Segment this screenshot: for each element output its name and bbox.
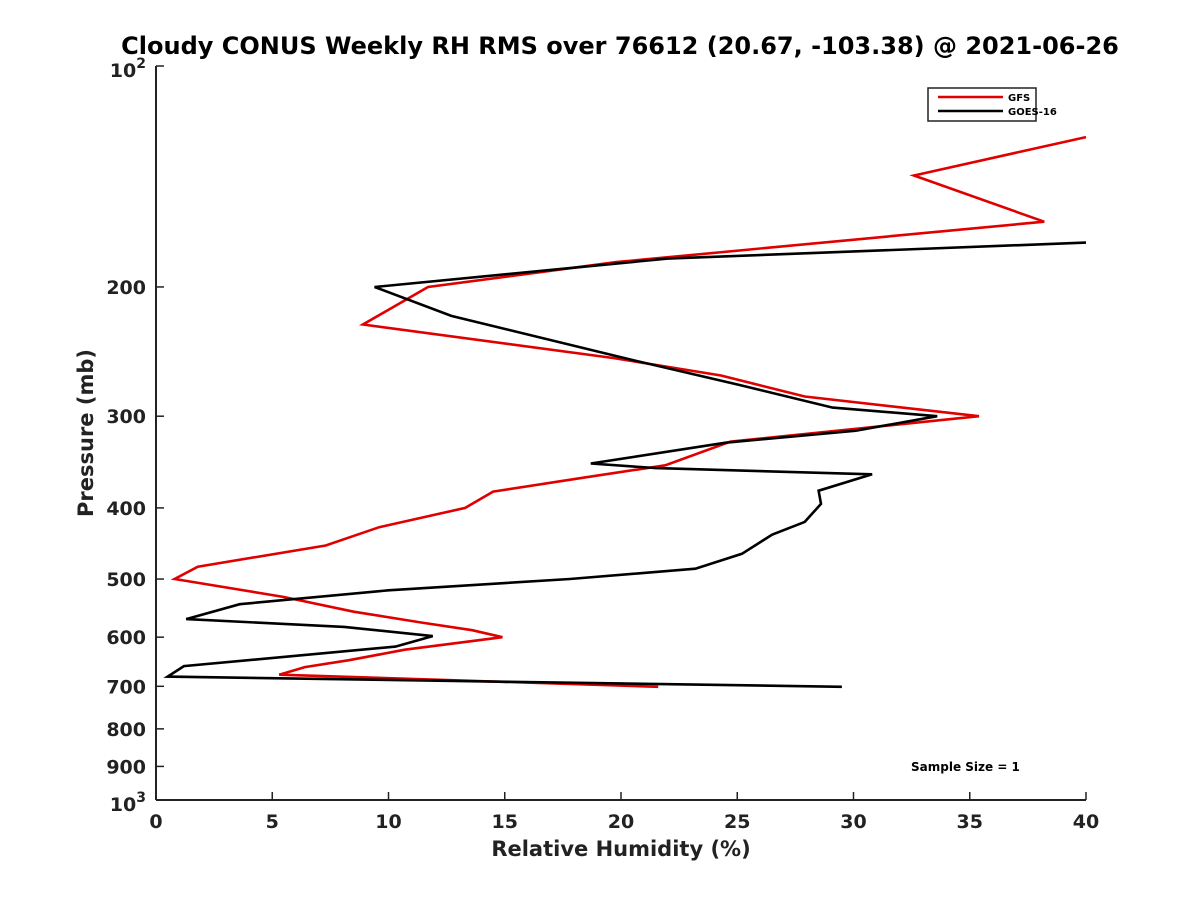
- x-tick-label: 5: [266, 811, 279, 833]
- x-tick-label: 0: [149, 811, 162, 833]
- y-tick-label: 200: [106, 277, 146, 299]
- x-tick-label: 30: [840, 811, 866, 833]
- y-tick-label: 800: [106, 719, 146, 741]
- x-tick-label: 25: [724, 811, 750, 833]
- y-tick-label: 400: [106, 498, 146, 520]
- y-tick-label: 103: [110, 790, 146, 816]
- x-tick-label: 20: [608, 811, 634, 833]
- y-tick-label: 102: [110, 56, 146, 82]
- sample-size-annotation: Sample Size = 1: [911, 760, 1020, 774]
- y-tick-label: 300: [106, 406, 146, 428]
- legend: GFS GOES-16: [927, 87, 1057, 122]
- x-ticks: 0 5 10 15 20 25 30 35 40: [149, 792, 1099, 833]
- y-tick-label: 700: [106, 676, 146, 698]
- x-tick-label: 40: [1073, 811, 1099, 833]
- series-layer: [163, 135, 1087, 689]
- y-axis-label: Pressure (mb): [74, 349, 98, 517]
- legend-box: [927, 87, 1037, 122]
- y-tick-label: 900: [106, 756, 146, 778]
- legend-label-goes16: GOES-16: [1008, 107, 1057, 118]
- x-axis-label: Relative Humidity (%): [491, 837, 750, 861]
- x-tick-label: 10: [375, 811, 401, 833]
- y-tick-label: 500: [106, 569, 146, 591]
- y-ticks: 102 200 300 400 500 600 700 800 900 103: [106, 56, 164, 816]
- plot-area: [163, 135, 1087, 689]
- legend-label-gfs: GFS: [1008, 93, 1030, 104]
- y-tick-label: 600: [106, 627, 146, 649]
- x-tick-label: 35: [957, 811, 983, 833]
- series-line-goes16: [163, 241, 1087, 689]
- x-tick-label: 15: [492, 811, 518, 833]
- series-line-gfs: [170, 135, 1087, 689]
- chart-title: Cloudy CONUS Weekly RH RMS over 76612 (2…: [121, 32, 1119, 60]
